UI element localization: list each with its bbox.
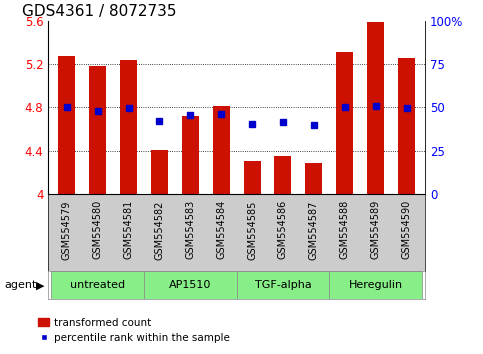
- Text: untreated: untreated: [70, 280, 125, 290]
- Bar: [120, 59, 137, 194]
- Bar: [144, 271, 237, 299]
- Bar: [274, 156, 291, 194]
- Text: GSM554586: GSM554586: [278, 200, 288, 259]
- Bar: [398, 58, 415, 194]
- Text: Heregulin: Heregulin: [349, 280, 403, 290]
- Bar: [329, 271, 422, 299]
- Text: agent: agent: [5, 280, 37, 290]
- Text: GSM554583: GSM554583: [185, 200, 195, 259]
- Bar: [213, 106, 230, 194]
- Text: GSM554588: GSM554588: [340, 200, 350, 259]
- Text: ▶: ▶: [36, 280, 45, 290]
- Bar: [58, 56, 75, 194]
- Text: GDS4361 / 8072735: GDS4361 / 8072735: [22, 4, 176, 19]
- Bar: [243, 161, 261, 194]
- Bar: [336, 52, 353, 194]
- Text: TGF-alpha: TGF-alpha: [255, 280, 312, 290]
- Text: GSM554579: GSM554579: [62, 200, 72, 259]
- Text: GSM554581: GSM554581: [124, 200, 134, 259]
- Bar: [151, 149, 168, 194]
- Bar: [51, 271, 144, 299]
- Bar: [89, 66, 106, 194]
- Legend: transformed count, percentile rank within the sample: transformed count, percentile rank withi…: [34, 314, 234, 347]
- Text: GSM554589: GSM554589: [370, 200, 381, 259]
- Text: GSM554585: GSM554585: [247, 200, 257, 259]
- Text: GSM554584: GSM554584: [216, 200, 226, 259]
- Text: AP1510: AP1510: [169, 280, 212, 290]
- Text: GSM554590: GSM554590: [401, 200, 412, 259]
- Text: GSM554582: GSM554582: [155, 200, 165, 259]
- Bar: [237, 271, 329, 299]
- Bar: [305, 162, 322, 194]
- Bar: [367, 22, 384, 194]
- Bar: [182, 116, 199, 194]
- Text: GSM554580: GSM554580: [93, 200, 103, 259]
- Text: GSM554587: GSM554587: [309, 200, 319, 259]
